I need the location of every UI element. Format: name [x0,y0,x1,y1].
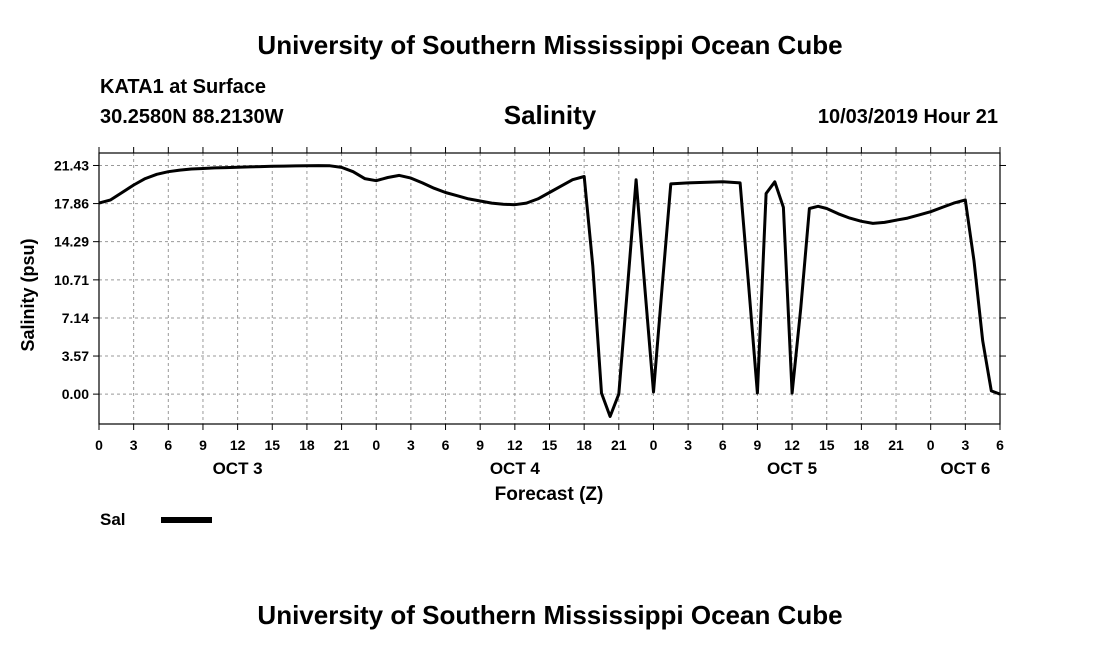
series-layer [98,164,1001,418]
x-tick-label: 21 [611,437,627,453]
chart-title: Salinity [503,100,597,130]
x-tick-label: 21 [888,437,904,453]
y-tick-label: 21.43 [54,157,89,173]
x-tick-label: 3 [130,437,138,453]
x-tick-label: 0 [95,437,103,453]
day-label: OCT 5 [767,459,817,478]
forecast-datetime: 10/03/2019 Hour 21 [817,106,998,128]
station-coordinates: 30.2580N 88.2130W [100,106,284,128]
x-tick-label: 21 [334,437,350,453]
x-tick-label: 12 [784,437,800,453]
y-tick-label: 3.57 [62,348,89,364]
x-axis-label: Forecast (Z) [495,484,604,505]
legend-swatch [161,517,212,523]
x-tick-label: 18 [576,437,592,453]
day-label: OCT 3 [213,459,263,478]
x-tick-label: 12 [230,437,246,453]
station-label: KATA1 at Surface [100,76,266,98]
x-tick-label: 3 [407,437,415,453]
y-tick-label: 0.00 [62,386,89,402]
x-tick-label: 6 [164,437,172,453]
page-title: University of Southern Mississippi Ocean… [257,30,843,60]
y-tick-label: 10.71 [54,272,89,288]
y-tick-label: 7.14 [62,310,89,326]
x-tick-label: 15 [264,437,280,453]
legend-label: Sal [100,510,126,529]
x-tick-label: 15 [819,437,835,453]
day-label: OCT 6 [940,459,990,478]
x-tick-label: 9 [754,437,762,453]
x-tick-label: 9 [476,437,484,453]
series-line-sal [98,164,1001,418]
x-tick-label: 0 [650,437,658,453]
x-tick-label: 3 [684,437,692,453]
y-tick-label: 14.29 [54,234,89,250]
axis-ticks: 0.00 3.57 7.14 10.71 14.29 17.86 21.43 0 3 6 9 12 15… [54,147,1006,478]
day-label: OCT 4 [490,459,541,478]
x-tick-label: 9 [199,437,207,453]
y-axis-label: Salinity (psu) [18,238,38,351]
x-tick-label: 18 [854,437,870,453]
x-tick-label: 6 [442,437,450,453]
footer-title: University of Southern Mississippi Ocean… [257,600,843,630]
x-tick-label: 18 [299,437,315,453]
y-tick-label: 17.86 [54,196,89,212]
x-tick-label: 3 [961,437,969,453]
x-tick-label: 0 [372,437,380,453]
x-tick-label: 15 [542,437,558,453]
x-tick-label: 6 [996,437,1004,453]
x-tick-label: 6 [719,437,727,453]
grid-lines [99,153,1000,424]
x-tick-label: 0 [927,437,935,453]
x-tick-label: 12 [507,437,523,453]
